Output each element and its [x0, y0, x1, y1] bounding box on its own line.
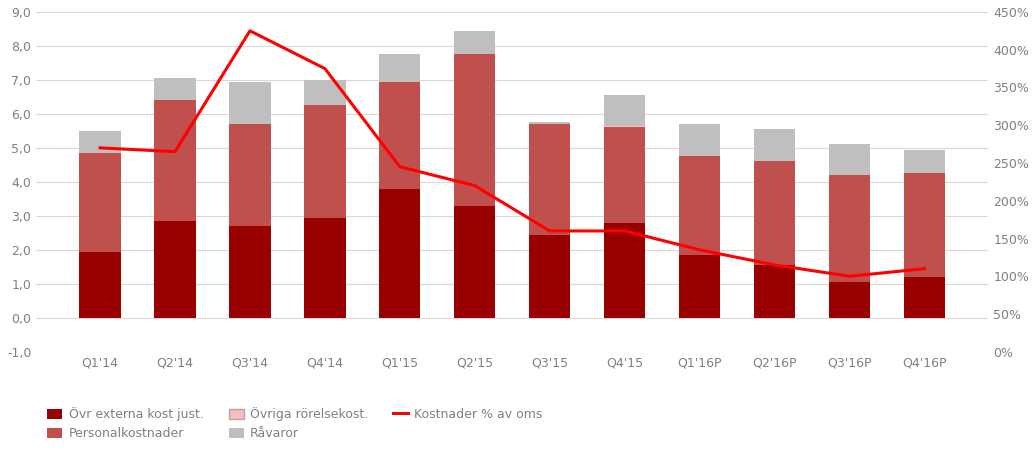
- Bar: [80, 252, 120, 318]
- Bar: [604, 223, 645, 318]
- Bar: [903, 277, 945, 318]
- Bar: [529, 124, 571, 235]
- Bar: [305, 217, 345, 318]
- Bar: [379, 189, 421, 318]
- Bar: [379, 82, 421, 189]
- Bar: [454, 206, 495, 318]
- Bar: [754, 129, 796, 161]
- Bar: [454, 31, 495, 55]
- Bar: [679, 124, 720, 156]
- Bar: [754, 265, 796, 318]
- Bar: [529, 235, 571, 318]
- Bar: [604, 128, 645, 223]
- Bar: [154, 221, 196, 318]
- Bar: [829, 144, 870, 175]
- Legend: Övr externa kost just., Personalkostnader, Övriga rörelsekost., Råvaror, Kostnad: Övr externa kost just., Personalkostnade…: [42, 402, 548, 446]
- Bar: [529, 122, 571, 124]
- Bar: [604, 126, 645, 128]
- Bar: [829, 282, 870, 318]
- Bar: [80, 153, 120, 252]
- Bar: [679, 156, 720, 255]
- Bar: [679, 255, 720, 318]
- Bar: [903, 173, 945, 277]
- Bar: [229, 226, 270, 318]
- Bar: [829, 175, 870, 282]
- Bar: [754, 161, 796, 265]
- Bar: [80, 131, 120, 153]
- Bar: [379, 55, 421, 82]
- Bar: [604, 95, 645, 126]
- Bar: [154, 78, 196, 100]
- Bar: [305, 80, 345, 106]
- Bar: [154, 100, 196, 221]
- Bar: [903, 150, 945, 173]
- Bar: [229, 124, 270, 226]
- Bar: [305, 106, 345, 217]
- Bar: [229, 82, 270, 124]
- Bar: [454, 55, 495, 206]
